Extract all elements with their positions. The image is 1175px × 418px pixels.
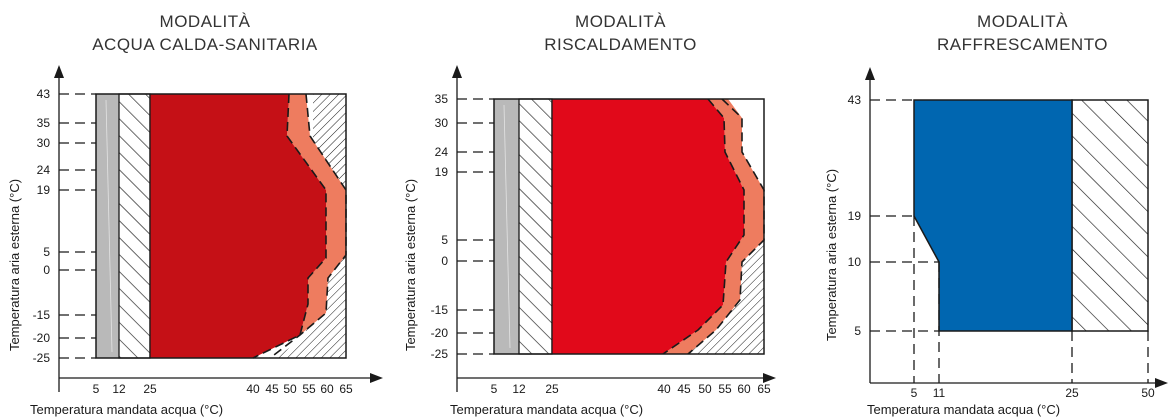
y-tick: -25 <box>431 347 449 361</box>
y-axis-label: Temperatura aria esterna (°C) <box>824 169 839 341</box>
y-tick: 0 <box>43 263 50 277</box>
y-tick: 35 <box>37 116 51 130</box>
y-tick: 30 <box>435 116 449 130</box>
y-tick: 0 <box>441 254 448 268</box>
region-main <box>150 94 326 358</box>
x-tick: 5 <box>491 382 498 396</box>
y-gridlines <box>457 98 494 355</box>
x-tick: 25 <box>1065 386 1079 400</box>
x-tick: 55 <box>718 382 732 396</box>
panel-heating: MODALITÀ RISCALDAMENTO <box>398 0 783 418</box>
y-tick: -15 <box>431 303 449 317</box>
region-grey <box>494 99 519 354</box>
x-tick: 5 <box>911 386 918 400</box>
x-tick: 45 <box>265 382 279 396</box>
x-axis-label: Temperatura mandata acqua (°C) <box>30 402 223 417</box>
panel-title: MODALITÀ ACQUA CALDA-SANITARIA <box>0 10 410 56</box>
panel-cooling: MODALITÀ RAFFRESCAMENTO 43 19 10 <box>800 0 1175 418</box>
gridlines <box>870 99 1149 383</box>
y-tick: 35 <box>435 92 449 106</box>
y-tick: 5 <box>441 233 448 247</box>
y-tick: 5 <box>43 245 50 259</box>
title-line1: MODALITÀ <box>575 12 666 31</box>
x-tick-labels: 5 11 25 50 <box>911 386 1155 400</box>
x-axis-arrow <box>370 373 383 383</box>
x-tick: 45 <box>677 382 691 396</box>
x-tick: 65 <box>757 382 771 396</box>
x-tick: 25 <box>545 382 559 396</box>
y-tick: 24 <box>37 163 51 177</box>
y-tick: 19 <box>37 183 51 197</box>
region-grey <box>96 94 119 358</box>
x-axis-label: Temperatura mandata acqua (°C) <box>450 402 643 417</box>
operating-envelope-cooling: 43 19 10 5 5 11 25 50 Temperatura aria e… <box>824 67 1168 417</box>
region-hatched-low <box>518 98 553 355</box>
y-axis-label: Temperatura aria esterna (°C) <box>7 179 22 351</box>
y-axis-arrow <box>865 67 875 80</box>
boundary-main <box>662 98 745 355</box>
y-gridlines <box>59 93 96 359</box>
title-line2: ACQUA CALDA-SANITARIA <box>92 35 318 54</box>
x-tick: 25 <box>143 382 157 396</box>
x-tick: 60 <box>737 382 751 396</box>
x-tick-labels: 5 12 25 40 45 50 55 60 65 <box>93 382 353 396</box>
x-axis-arrow <box>1155 378 1168 388</box>
y-tick: 5 <box>854 324 861 338</box>
region-main <box>552 99 744 354</box>
y-axis-arrow <box>54 65 64 78</box>
y-tick: -15 <box>33 308 51 322</box>
region-hatched <box>1071 99 1149 332</box>
y-tick-labels: 43 35 30 24 19 5 0 -15 -20 -25 <box>33 87 51 365</box>
region-hatched-high <box>688 99 764 354</box>
y-tick: -25 <box>33 351 51 365</box>
x-tick: 40 <box>657 382 671 396</box>
title-line1: MODALITÀ <box>159 12 251 31</box>
y-tick-labels: 43 19 10 5 <box>848 93 862 338</box>
y-axis-arrow <box>452 65 462 78</box>
x-tick: 12 <box>512 382 526 396</box>
x-axis-arrow <box>763 373 776 383</box>
x-tick: 60 <box>320 382 334 396</box>
region-extension <box>663 99 764 354</box>
title-line1: MODALITÀ <box>977 12 1068 31</box>
region-hatched-high <box>275 94 346 358</box>
envelope-outline <box>493 98 765 355</box>
y-tick: 19 <box>848 209 862 223</box>
x-tick-labels: 5 12 25 40 45 50 55 60 65 <box>491 382 771 396</box>
operating-envelope-dhw: 43 35 30 24 19 5 0 -15 -20 -25 5 12 25 4… <box>7 65 383 417</box>
region-hatched-low <box>118 93 151 359</box>
y-tick: 24 <box>435 145 449 159</box>
title-line2: RISCALDAMENTO <box>544 35 697 54</box>
panel-title: MODALITÀ RISCALDAMENTO <box>398 10 843 56</box>
y-axis-label: Temperatura aria esterna (°C) <box>403 179 418 351</box>
y-tick: 43 <box>848 93 862 107</box>
region-extension <box>220 94 346 358</box>
y-tick: 30 <box>37 136 51 150</box>
boundary-main <box>252 93 327 359</box>
y-tick: 10 <box>848 255 862 269</box>
y-tick: -20 <box>431 326 449 340</box>
x-tick: 12 <box>112 382 126 396</box>
region-main <box>913 99 1073 332</box>
y-tick: -20 <box>33 331 51 345</box>
x-tick: 5 <box>93 382 100 396</box>
x-tick: 50 <box>1141 386 1155 400</box>
y-tick: 19 <box>435 165 449 179</box>
title-line2: RAFFRESCAMENTO <box>936 35 1109 54</box>
boundary-extension <box>269 93 347 359</box>
panel-dhw: MODALITÀ ACQUA CALDA-SANITARIA <box>0 0 395 418</box>
operating-envelope-heating: 35 30 24 19 5 0 -15 -20 -25 5 12 25 40 4… <box>403 65 776 417</box>
x-tick: 40 <box>246 382 260 396</box>
y-tick: 43 <box>37 87 51 101</box>
x-tick: 50 <box>283 382 297 396</box>
panel-title: MODALITÀ RAFFRESCAMENTO <box>800 10 1175 56</box>
x-tick: 55 <box>302 382 316 396</box>
y-tick-labels: 35 30 24 19 5 0 -15 -20 -25 <box>431 92 449 361</box>
x-tick: 11 <box>933 386 946 400</box>
x-tick: 50 <box>698 382 712 396</box>
x-axis-label: Temperatura mandata acqua (°C) <box>867 402 1060 417</box>
x-tick: 65 <box>339 382 353 396</box>
